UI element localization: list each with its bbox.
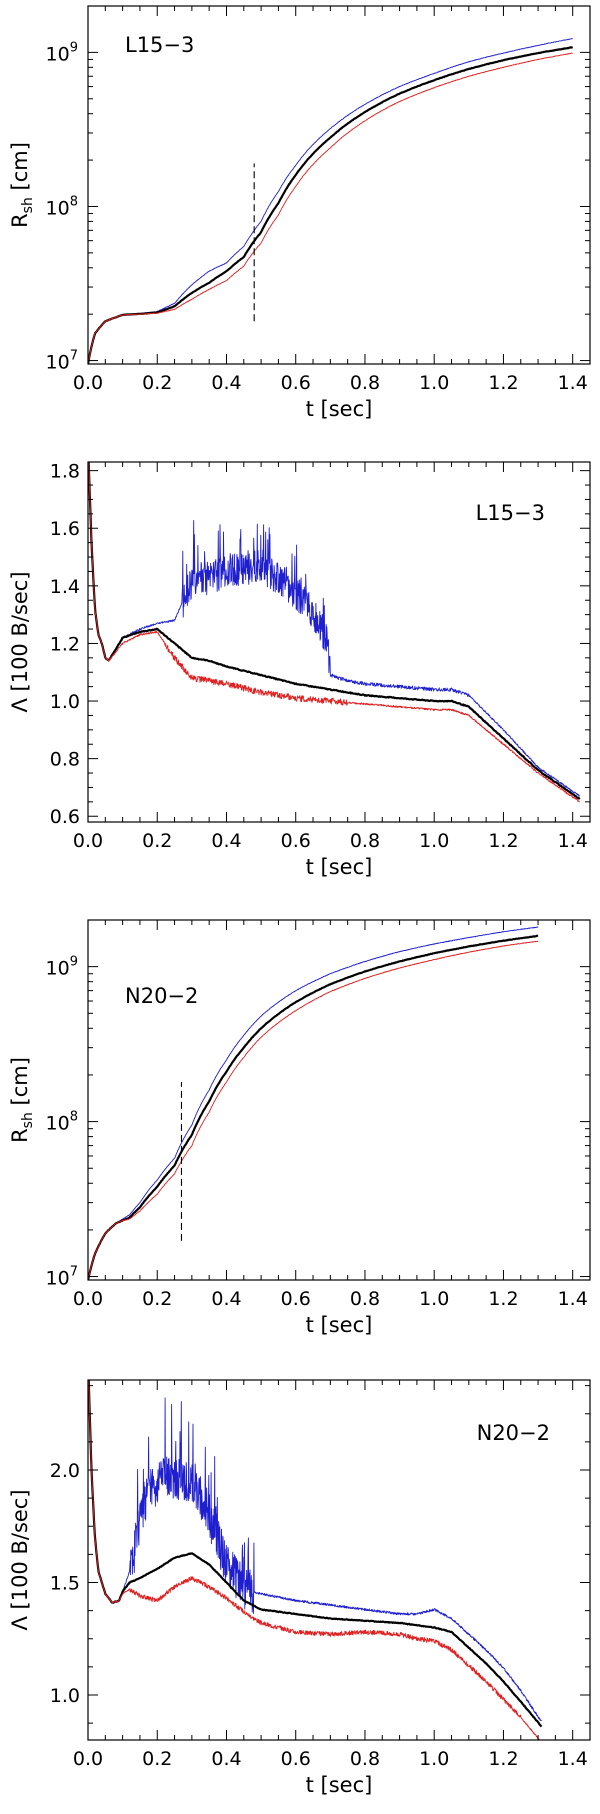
plot-frame [87,1379,591,1741]
plot-frame [87,919,591,1281]
y-axis-label: Rsh [cm] [8,1057,36,1143]
y-tick-label: 109 [46,40,78,65]
x-tick-label: 0.4 [211,1748,241,1770]
x-axis-label: t [sec] [306,855,373,879]
series-group [88,1380,543,1740]
x-tick-label: 0.0 [73,372,103,394]
x-tick-label: 1.2 [488,1288,518,1310]
plot-frame [87,461,591,823]
x-tick-label: 0.0 [73,1748,103,1770]
x-axis-label: t [sec] [306,1773,373,1797]
x-tick-label: 0.6 [281,372,311,394]
x-tick-label: 0.2 [142,830,172,852]
x-tick-label: 0.2 [142,372,172,394]
x-tick-label: 0.4 [211,830,241,852]
x-tick-label: 0.8 [350,1288,380,1310]
series-line-black [88,462,581,800]
y-tick-label: 0.8 [50,749,80,771]
x-tick-label: 0.2 [142,1288,172,1310]
y-tick-label: 1.6 [50,518,80,540]
y-tick-label: 0.6 [50,806,80,828]
series-line-blue [88,926,539,1280]
y-tick-label: 1.0 [50,1685,80,1707]
x-tick-label: 0.6 [281,1288,311,1310]
series-line-black [88,1380,543,1728]
x-tick-label: 0.4 [211,1288,241,1310]
series-line-red [88,462,580,803]
y-tick-label: 109 [46,955,78,980]
x-tick-label: 1.2 [488,1748,518,1770]
panel-label: L15−3 [476,501,545,525]
y-axis-label: Λ [100 B/sec] [8,1489,32,1630]
panel-label: N20−2 [477,1421,550,1445]
series-group [88,462,581,803]
x-tick-label: 0.8 [350,830,380,852]
y-tick-label: 107 [46,349,78,374]
y-tick-label: 1.4 [50,576,80,598]
series-line-blue [88,462,581,797]
x-tick-label: 1.4 [558,1748,588,1770]
series-group [88,926,539,1280]
x-tick-label: 1.4 [558,372,588,394]
series-line-black [88,934,539,1280]
series-line-red [88,52,573,364]
y-tick-label: 1.5 [50,1573,80,1595]
x-tick-label: 1.0 [419,1748,449,1770]
panel-l15-3-lambda: 0.0 0.2 0.4 0.6 0.8 1.0 1.2 1.4 0.6 0.8 1.0 1.2 1.4 1… [8,461,591,879]
series-group [88,38,573,364]
x-tick-label: 1.4 [558,1288,588,1310]
x-tick-label: 0.0 [73,1288,103,1310]
y-tick-label: 108 [46,194,78,219]
panel-n20-2-lambda: 0.0 0.2 0.4 0.6 0.8 1.0 1.2 1.4 1.0 1.5 2.0 t [sec]… [8,1379,591,1797]
panel-n20-2-shock-radius: 0.0 0.2 0.4 0.6 0.8 1.0 1.2 1.4 107 108 109 t [sec]… [8,919,591,1337]
x-tick-label: 1.4 [558,830,588,852]
y-tick-label: 1.2 [50,633,80,655]
y-axis-label: Rsh [cm] [8,142,36,228]
y-tick-label: 1.0 [50,691,80,713]
x-tick-label: 0.0 [73,830,103,852]
x-tick-label: 1.2 [488,372,518,394]
series-line-black [88,46,573,364]
x-tick-label: 1.2 [488,830,518,852]
y-tick-label: 1.8 [50,461,80,483]
y-tick-label: 107 [46,1265,78,1290]
panel-label: N20−2 [125,984,198,1008]
x-tick-label: 0.2 [142,1748,172,1770]
x-tick-label: 0.6 [281,830,311,852]
x-tick-label: 1.0 [419,1288,449,1310]
x-tick-label: 1.0 [419,830,449,852]
y-tick-label: 108 [46,1110,78,1135]
x-tick-label: 0.8 [350,372,380,394]
x-axis-label: t [sec] [306,1313,373,1337]
series-line-red [88,940,539,1280]
y-axis-label: Λ [100 B/sec] [8,571,32,712]
x-tick-label: 0.4 [211,372,241,394]
x-axis-label: t [sec] [306,397,373,421]
series-line-blue [88,38,573,364]
y-tick-label: 2.0 [50,1460,80,1482]
series-line-blue [88,1380,542,1722]
panel-l15-3-shock-radius: 0.0 0.2 0.4 0.6 0.8 1.0 1.2 1.4 107 108 109 t [sec]… [8,5,591,421]
series-line-red [88,1380,541,1740]
x-tick-label: 0.8 [350,1748,380,1770]
x-tick-label: 0.6 [281,1748,311,1770]
x-tick-label: 1.0 [419,372,449,394]
panel-label: L15−3 [125,33,194,57]
plot-frame [87,5,591,365]
